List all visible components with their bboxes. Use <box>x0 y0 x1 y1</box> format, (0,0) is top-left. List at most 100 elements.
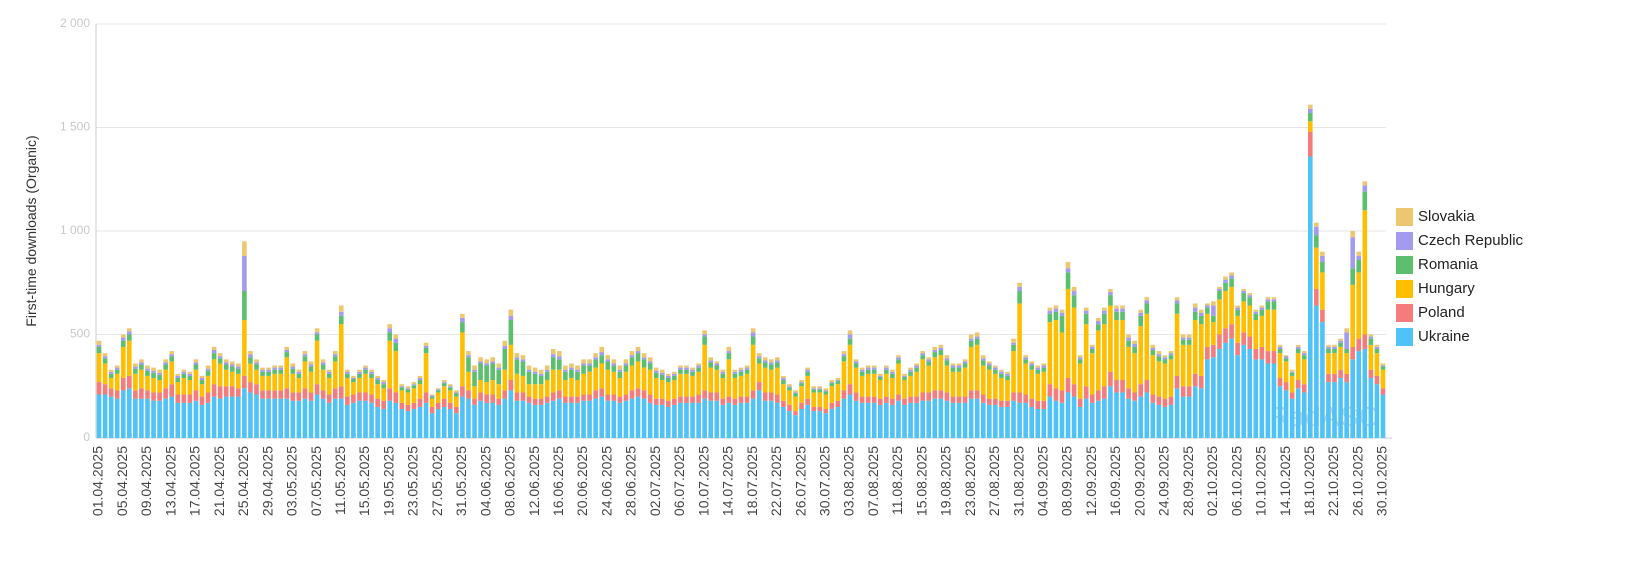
x-tick-label: 05.04.2025 <box>114 446 130 516</box>
bar-segment <box>550 348 556 355</box>
bar-segment <box>1047 396 1053 438</box>
bar-segment <box>708 360 714 363</box>
bar-segment <box>569 402 574 438</box>
bar-segment <box>296 377 302 393</box>
bar-segment <box>696 365 701 368</box>
bar-segment <box>762 367 768 393</box>
bar-segment <box>254 362 259 365</box>
bar-segment <box>623 394 629 401</box>
bar-segment <box>387 340 393 389</box>
bar-segment <box>248 357 253 364</box>
x-tick-label: 22.07.2025 <box>768 446 784 516</box>
bar-segment <box>708 367 714 393</box>
bar-segment <box>96 346 102 354</box>
bar-segment <box>193 359 199 363</box>
bar-segment <box>720 373 726 378</box>
bar-segment <box>169 361 175 385</box>
bar-segment <box>338 398 344 438</box>
bar-segment <box>1138 396 1144 438</box>
bar-segment <box>127 388 132 438</box>
bar-segment <box>557 390 562 399</box>
bar-segment <box>659 372 665 375</box>
bar-segment <box>805 369 810 372</box>
y-tick-label: 1 500 <box>60 120 90 134</box>
bar-segment <box>278 390 284 399</box>
bar-segment <box>1295 344 1301 347</box>
bar-segment <box>581 359 586 364</box>
bar-segment <box>526 365 532 370</box>
legend-swatch <box>1396 280 1413 298</box>
bar-segment <box>1071 286 1077 292</box>
bar-segment <box>460 332 465 387</box>
bar-segment <box>338 324 344 387</box>
bar-segment <box>847 338 853 345</box>
bar-segment <box>750 390 756 399</box>
bar-segment <box>139 398 144 438</box>
x-tick-label: 14.07.2025 <box>720 446 736 516</box>
bar-segment <box>429 395 435 397</box>
bar-segment <box>211 384 217 397</box>
bar-segment <box>393 392 399 403</box>
bar-segment <box>726 359 732 397</box>
x-tick-label: 02.07.2025 <box>647 446 663 516</box>
bar-segment <box>441 380 447 383</box>
bar-segment <box>732 404 738 438</box>
bar-segment <box>629 351 635 356</box>
bar-segment <box>1362 191 1368 211</box>
bar-segment <box>853 359 859 362</box>
bar-segment <box>1005 371 1010 374</box>
bar-segment <box>1035 373 1041 401</box>
bar-segment <box>223 364 229 370</box>
bar-segment <box>859 396 865 403</box>
bar-segment <box>254 364 259 370</box>
bar-segment <box>557 369 562 391</box>
bar-segment <box>163 359 168 363</box>
bar-segment <box>708 357 714 361</box>
bar-segment <box>1235 315 1240 343</box>
bar-segment <box>1314 305 1319 438</box>
bar-segment <box>217 386 223 399</box>
bar-segment <box>1150 394 1156 403</box>
bar-segment <box>1192 386 1198 438</box>
bar-segment <box>635 346 641 352</box>
bar-segment <box>1029 406 1035 438</box>
bar-segment <box>1205 313 1210 347</box>
bar-segment <box>938 347 944 351</box>
bar-segment <box>1338 369 1343 378</box>
bar-segment <box>423 345 429 348</box>
bar-segment <box>1011 392 1016 401</box>
bar-segment <box>242 241 247 256</box>
bar-segment <box>1023 359 1028 364</box>
bar-segment <box>1162 363 1168 399</box>
bar-segment <box>454 393 459 397</box>
bar-segment <box>375 384 380 399</box>
bar-segment <box>145 398 150 438</box>
bar-segment <box>423 353 429 393</box>
bar-segment <box>187 402 193 438</box>
x-tick-label: 07.08.2025 <box>865 446 881 516</box>
bar-segment <box>308 364 314 367</box>
bar-segment <box>199 377 205 381</box>
bar-segment <box>720 377 726 399</box>
bar-segment <box>672 398 677 405</box>
bar-segment <box>308 366 314 372</box>
bar-segment <box>1114 305 1119 309</box>
bar-segment <box>169 354 175 357</box>
bar-segment <box>768 392 774 401</box>
bar-segment <box>1005 400 1010 407</box>
bar-segment <box>496 367 502 370</box>
bar-segment <box>133 368 138 374</box>
bar-segment <box>932 357 938 391</box>
bar-segment <box>1271 299 1277 302</box>
bar-segment <box>738 402 744 438</box>
bar-segment <box>666 406 671 438</box>
bar-segment <box>284 352 290 358</box>
bar-segment <box>557 398 562 438</box>
bar-segment <box>248 392 253 438</box>
bar-segment <box>1247 336 1253 349</box>
bar-segment <box>538 375 544 385</box>
bar-segment <box>399 384 405 387</box>
bar-segment <box>920 351 925 354</box>
bar-segment <box>1053 400 1059 438</box>
bar-segment <box>1198 324 1204 376</box>
